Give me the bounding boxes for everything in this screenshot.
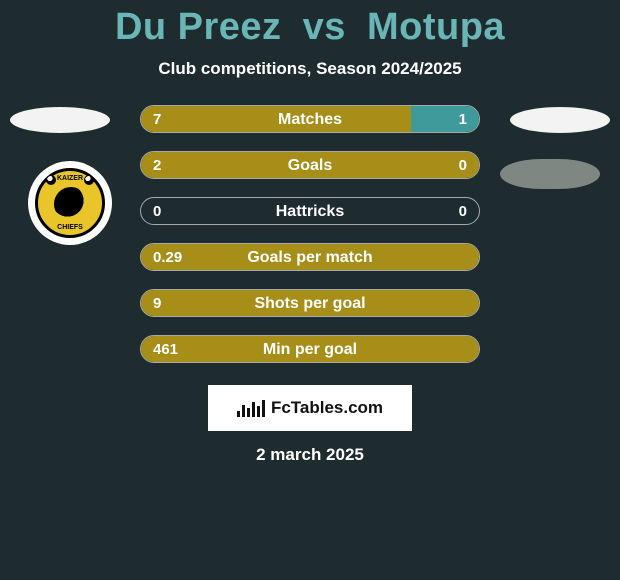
stat-label: Min per goal bbox=[141, 336, 479, 363]
stat-label: Matches bbox=[141, 106, 479, 133]
stat-row: 20Goals bbox=[140, 151, 480, 179]
brand-text: FcTables.com bbox=[271, 398, 383, 418]
player2-portrait-placeholder bbox=[510, 107, 610, 133]
title-player2: Motupa bbox=[367, 6, 505, 48]
stat-label: Hattricks bbox=[141, 198, 479, 225]
stat-row: 461Min per goal bbox=[140, 335, 480, 363]
badge-text-bottom: CHIEFS bbox=[38, 224, 102, 231]
snapshot-date: 2 march 2025 bbox=[0, 445, 620, 465]
player1-portrait-placeholder bbox=[10, 107, 110, 133]
soccer-ball-icon bbox=[46, 175, 56, 185]
stat-row: 00Hattricks bbox=[140, 197, 480, 225]
title-vs: vs bbox=[303, 6, 346, 48]
stat-rows: 71Matches 20Goals 00Hattricks 0.29Goals per… bbox=[140, 105, 480, 363]
stat-label: Shots per goal bbox=[141, 290, 479, 317]
stat-label: Goals bbox=[141, 152, 479, 179]
stat-row: 71Matches bbox=[140, 105, 480, 133]
stat-row: 0.29Goals per match bbox=[140, 243, 480, 271]
soccer-ball-icon bbox=[84, 175, 94, 185]
subtitle: Club competitions, Season 2024/2025 bbox=[0, 59, 620, 79]
chief-head-icon bbox=[54, 187, 88, 221]
stat-label: Goals per match bbox=[141, 244, 479, 271]
fctables-bars-icon bbox=[237, 400, 265, 417]
brand-watermark: FcTables.com bbox=[208, 385, 412, 431]
kaizer-chiefs-badge: KAIZER CHIEFS bbox=[35, 168, 105, 238]
comparison-card: Du Preez vs Motupa Club competitions, Se… bbox=[0, 0, 620, 580]
stat-row: 9Shots per goal bbox=[140, 289, 480, 317]
page-title: Du Preez vs Motupa bbox=[0, 6, 620, 49]
title-player1: Du Preez bbox=[115, 6, 282, 48]
comparison-arena: KAIZER CHIEFS 71Matches 20Goals 00Hattrick… bbox=[0, 105, 620, 363]
player1-club-badge: KAIZER CHIEFS bbox=[28, 161, 112, 245]
player2-club-badge-placeholder bbox=[500, 159, 600, 189]
